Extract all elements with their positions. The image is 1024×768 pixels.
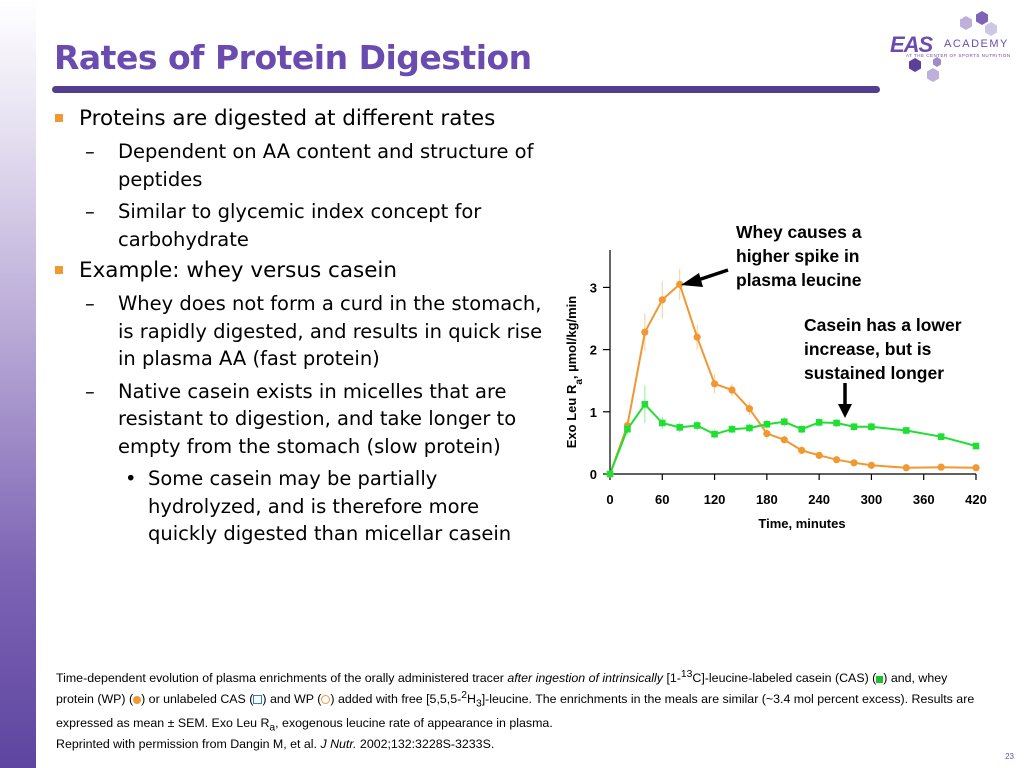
data-point-circle: [728, 386, 736, 394]
bullet-text: Native casein exists in micelles that ar…: [118, 379, 517, 458]
data-point-circle: [972, 464, 980, 472]
bullet-text: Similar to glycemic index concept for ca…: [118, 200, 482, 251]
data-point-square: [972, 442, 980, 450]
x-tick-label: 0: [606, 492, 613, 507]
bullet-level1: Proteins are digested at different rates: [52, 106, 552, 132]
bullet-list: Proteins are digested at different rates…: [52, 106, 552, 548]
y-tick-label: 1: [590, 405, 597, 420]
dash-marker: –: [85, 200, 95, 223]
data-point-circle: [693, 333, 701, 341]
casein-callout: Casein has a lower increase, but is sust…: [804, 315, 962, 383]
bullet-text: Whey does not form a curd in the stomach…: [118, 292, 543, 370]
title-divider: [52, 86, 880, 93]
data-point-square: [850, 423, 858, 431]
bullet-text: Dependent on AA content and structure of…: [118, 140, 534, 191]
data-point-square: [641, 401, 649, 408]
data-point-square: [606, 470, 614, 478]
x-tick-label: 60: [655, 492, 669, 507]
bullet-square-icon: [55, 114, 63, 122]
bullet-text: Example: whey versus casein: [79, 258, 398, 283]
logo-academy-text: ACADEMY: [944, 38, 1009, 50]
data-point-square: [728, 425, 736, 433]
bullet-square-icon: [55, 266, 63, 274]
data-point-circle: [641, 328, 649, 336]
data-point-square: [711, 430, 718, 438]
bullet-level2: – Native casein exists in micelles that …: [52, 378, 552, 461]
data-point-circle: [658, 296, 666, 304]
dot-marker: •: [125, 467, 137, 490]
y-tick-label: 0: [590, 467, 597, 482]
data-point-circle: [815, 451, 823, 459]
left-decor-band: [0, 0, 36, 768]
data-point-circle: [780, 436, 788, 444]
dash-marker: –: [85, 140, 95, 163]
bullet-text: Some casein may be partially hydrolyzed,…: [148, 467, 512, 545]
data-point-square: [780, 418, 788, 426]
cas-labeled-square-icon: [876, 676, 884, 684]
y-tick-label: 3: [590, 280, 597, 295]
logo-tagline: AT THE CENTER OF SPORTS NUTRITION: [906, 53, 1011, 58]
data-point-square: [658, 419, 666, 427]
data-point-circle: [676, 280, 684, 288]
eas-academy-logo: EAS ACADEMY AT THE CENTER OF SPORTS NUTR…: [886, 8, 1012, 86]
figure-caption: Time-dependent evolution of plasma enric…: [56, 669, 975, 734]
bullet-level2: – Dependent on AA content and structure …: [52, 138, 552, 193]
bullet-level3: • Some casein may be partially hydrolyze…: [52, 465, 552, 548]
wp-filled-circle-icon: [133, 696, 142, 705]
series-line-1: [609, 402, 977, 475]
data-point-circle: [832, 456, 841, 464]
data-point-square: [746, 424, 753, 432]
data-point-circle: [798, 446, 806, 454]
data-point-square: [624, 425, 631, 433]
cas-open-square-icon: [253, 695, 263, 705]
x-tick-label: 420: [965, 492, 987, 507]
dash-marker: –: [85, 292, 95, 315]
data-point-square: [868, 423, 875, 431]
bullet-level2: – Similar to glycemic index concept for …: [52, 198, 552, 253]
y-tick-label: 2: [590, 343, 597, 358]
data-point-square: [833, 419, 840, 427]
x-axis-label: Time, minutes: [758, 516, 845, 531]
leucine-rate-chart: 0 1 2 3 0 60 120 180 240 300 360 420 Time, minutes Ex…: [564, 250, 987, 531]
logo-brand-text: EAS: [890, 32, 933, 57]
data-point-circle: [745, 405, 754, 413]
bullet-text: Proteins are digested at different rates: [79, 106, 496, 131]
reprint-citation: Reprinted with permission from Dangin M,…: [56, 737, 495, 751]
x-tick-label: 360: [913, 492, 935, 507]
bullet-level2: – Whey does not form a curd in the stoma…: [52, 290, 552, 373]
page-number: 23: [1005, 752, 1014, 761]
data-point-square: [763, 420, 771, 428]
data-point-square: [937, 433, 945, 440]
x-tick-label: 300: [861, 492, 883, 507]
dash-marker: –: [85, 379, 95, 403]
data-point-circle: [763, 429, 771, 438]
wp-open-circle-icon: [321, 695, 331, 705]
bullet-level1: Example: whey versus casein: [52, 258, 552, 284]
data-point-circle: [902, 464, 910, 472]
slide-title: Rates of Protein Digestion: [54, 38, 532, 77]
casein-arrow-head: [838, 404, 852, 418]
x-tick-label: 240: [808, 492, 830, 507]
data-point-circle: [867, 461, 876, 469]
data-point-circle: [937, 463, 945, 471]
hexagon-cluster-icon: [909, 11, 997, 82]
x-tick-label: 120: [704, 492, 726, 507]
x-tick-label: 180: [756, 492, 778, 507]
data-point-square: [676, 424, 684, 431]
data-point-square: [815, 419, 823, 426]
y-axis-label: Exo Leu Ra, µmol/kg/min: [564, 296, 585, 449]
data-point-circle: [850, 459, 858, 467]
data-point-square: [798, 425, 806, 433]
data-point-square: [693, 422, 701, 429]
whey-arrow-head: [681, 273, 703, 287]
whey-callout: Whey causes a higher spike in plasma leu…: [736, 222, 862, 290]
data-point-square: [902, 427, 910, 434]
data-point-circle: [710, 380, 719, 388]
